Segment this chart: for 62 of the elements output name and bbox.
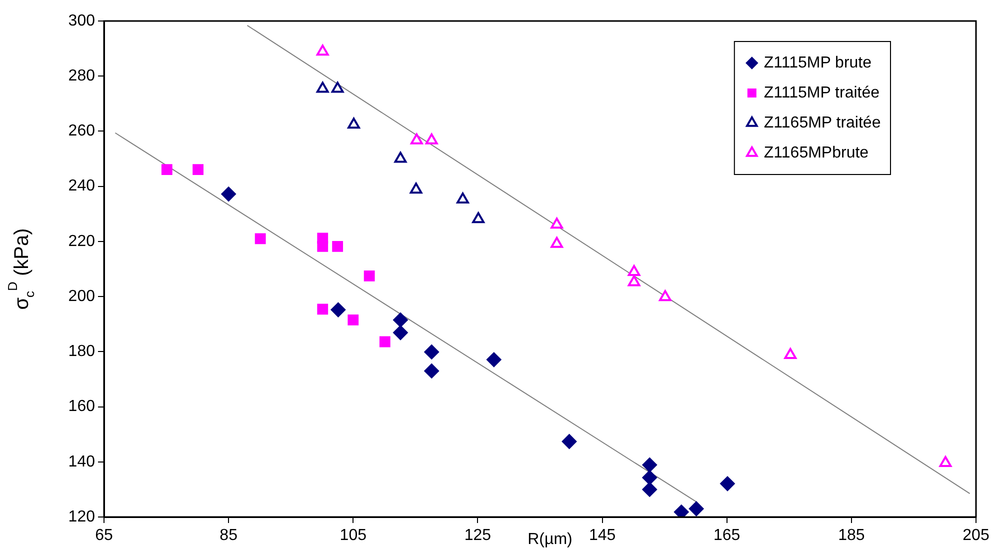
x-tick-label: 65	[95, 527, 113, 544]
point	[456, 192, 469, 204]
point	[364, 270, 375, 282]
point	[192, 164, 204, 175]
legend-label: Z1115MP brute	[764, 54, 872, 72]
y-tick-label: 200	[68, 288, 96, 305]
point	[642, 470, 658, 486]
x-tick-label: 105	[340, 527, 367, 544]
point	[331, 82, 344, 93]
x-tick-label: 165	[714, 527, 740, 544]
point	[425, 133, 438, 144]
y-tick-label: 120	[68, 508, 96, 526]
y-tick-label: 240	[68, 178, 96, 195]
y-tick-label: 300	[68, 12, 96, 30]
point	[348, 118, 360, 129]
point	[392, 312, 408, 328]
point	[394, 152, 407, 163]
point	[348, 314, 359, 326]
legend-label: Z1165MPbrute	[764, 144, 869, 162]
y-tick-label: 160	[68, 398, 96, 416]
point	[221, 186, 236, 202]
x-tick-label: 85	[220, 527, 238, 544]
point	[472, 212, 485, 224]
point	[254, 233, 266, 244]
point	[424, 344, 440, 360]
legend-label: Z1165MP traitée	[764, 114, 881, 132]
point	[161, 164, 172, 175]
x-tick-label: 125	[464, 527, 492, 544]
x-tick-label: 205	[962, 527, 990, 544]
y-axis-title: σcD (kPa)	[5, 228, 37, 310]
point	[410, 133, 423, 144]
y-tick-label: 280	[68, 68, 96, 85]
y-tick-label: 140	[68, 453, 96, 470]
x-tick-label: 185	[838, 527, 865, 544]
point	[317, 304, 328, 315]
y-tick-label: 220	[68, 232, 96, 250]
point	[550, 236, 564, 248]
point	[486, 352, 502, 368]
point	[424, 363, 440, 378]
point	[659, 290, 672, 302]
y-tick-label: 180	[68, 343, 96, 360]
point	[628, 265, 640, 276]
point	[642, 482, 658, 497]
point	[720, 476, 735, 492]
point	[550, 218, 564, 229]
legend-label: Z1115MP traitée	[764, 84, 880, 102]
point	[332, 240, 344, 252]
point	[784, 348, 797, 359]
point	[316, 44, 329, 56]
x-axis-title: R(µm)	[528, 531, 572, 548]
point	[642, 457, 658, 472]
point	[410, 182, 422, 194]
point	[317, 240, 328, 252]
point	[379, 336, 390, 348]
point	[628, 275, 640, 286]
y-tick-label: 260	[68, 122, 96, 140]
x-tick-label: 145	[588, 527, 616, 544]
point	[562, 434, 577, 449]
point	[392, 325, 408, 340]
point	[688, 501, 704, 516]
point	[330, 302, 346, 318]
point	[316, 82, 329, 93]
